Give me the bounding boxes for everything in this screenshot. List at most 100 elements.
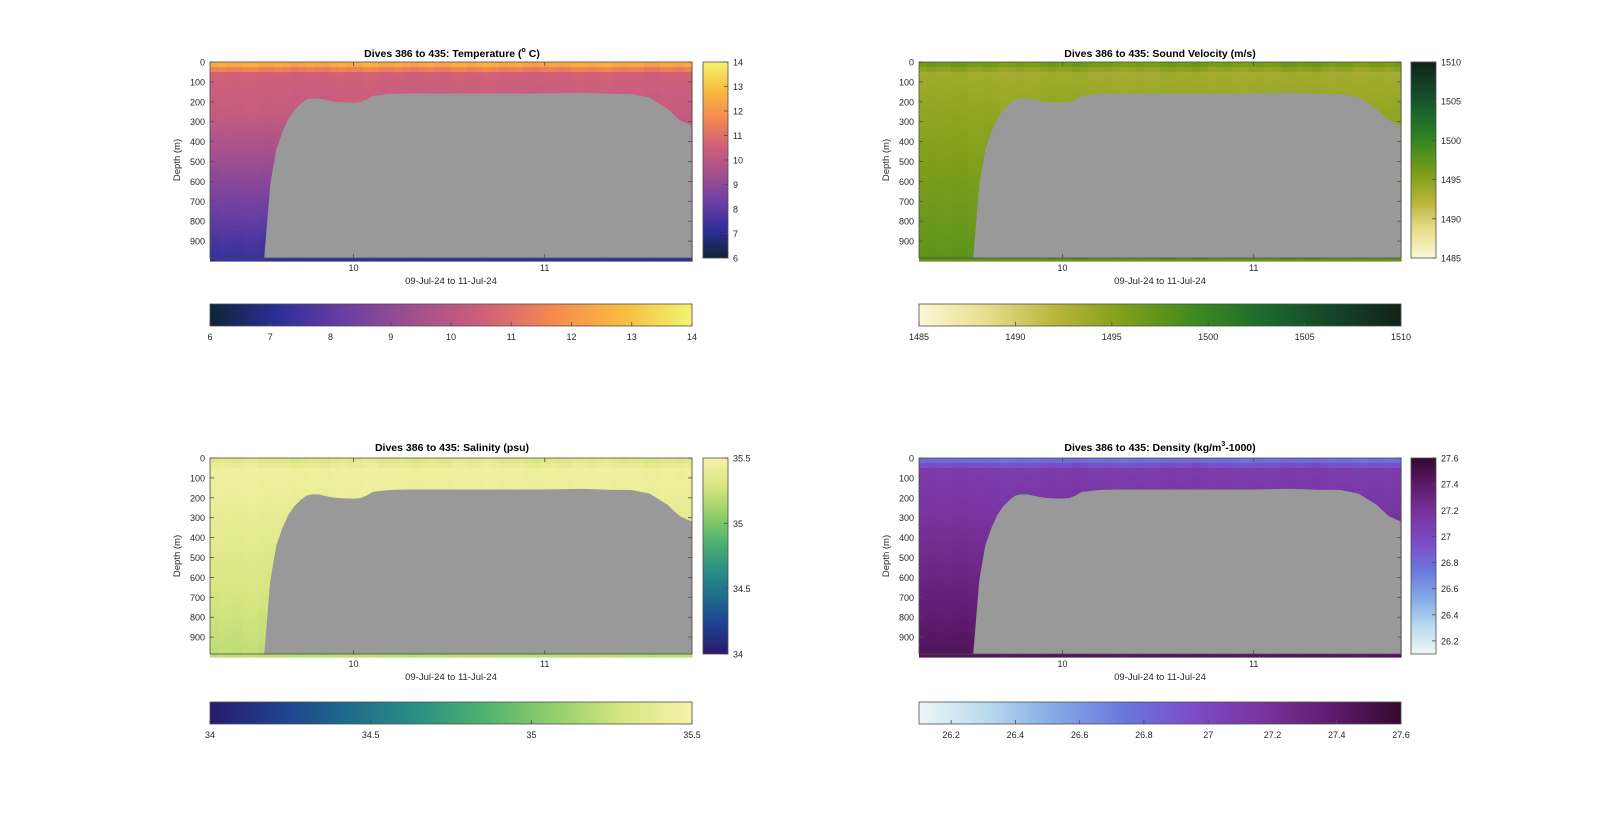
heatmap-cell xyxy=(1216,81,1225,88)
heatmap-cell xyxy=(242,106,251,113)
heatmap-cell xyxy=(927,91,936,98)
heatmap-cell xyxy=(595,76,605,83)
heatmap-cell xyxy=(507,86,516,93)
heatmap-cell xyxy=(442,66,452,73)
heatmap-cell xyxy=(1360,66,1370,73)
heatmap-cell xyxy=(226,211,235,217)
heatmap-cell xyxy=(258,146,267,153)
heatmap-cell xyxy=(218,136,227,143)
heatmap-cell xyxy=(579,66,589,73)
colorbar-tick-label: 10 xyxy=(733,156,743,166)
heatmap-cell xyxy=(967,146,976,153)
heatmap-cell xyxy=(959,71,968,78)
heatmap-cell xyxy=(927,226,936,232)
heatmap-cell xyxy=(959,256,968,262)
heatmap-cell xyxy=(234,131,243,138)
heatmap-cell xyxy=(242,251,251,257)
heatmap-cell xyxy=(266,116,275,123)
heatmap-cell xyxy=(1071,66,1081,73)
heatmap-cell xyxy=(338,91,348,98)
heatmap-cell xyxy=(274,116,283,123)
heatmap-cell xyxy=(330,91,340,98)
heatmap-cell xyxy=(975,71,984,78)
heatmap-cell xyxy=(210,522,219,529)
heatmap-cell xyxy=(266,71,275,78)
heatmap-cell xyxy=(322,66,332,73)
heatmap-cell xyxy=(619,71,629,78)
heatmap-cell xyxy=(274,91,283,98)
heatmap-cell xyxy=(1232,256,1241,262)
heatmap-cell xyxy=(330,66,340,73)
heatmap-cell xyxy=(434,256,444,262)
heatmap-cell xyxy=(1184,66,1193,73)
heatmap-cell xyxy=(210,76,219,83)
heatmap-cell xyxy=(1320,71,1330,78)
heatmap-cell xyxy=(234,211,243,217)
heatmap-cell xyxy=(1031,91,1041,98)
heatmap-cell xyxy=(210,582,219,588)
heatmap-cell xyxy=(250,246,259,252)
heatmap-cell xyxy=(1095,76,1105,83)
x-axis: 10 11 xyxy=(348,62,549,273)
colorbar-tick-label: 1510 xyxy=(1391,332,1411,342)
heatmap-cell xyxy=(250,176,259,182)
heatmap-cell xyxy=(218,91,227,98)
heatmap-cell xyxy=(975,166,984,173)
heatmap-cell xyxy=(378,86,388,93)
heatmap-cell xyxy=(210,166,219,173)
heatmap-cell xyxy=(226,141,235,148)
heatmap-cell xyxy=(919,62,928,68)
heatmap-cell xyxy=(951,211,960,217)
heatmap-cell xyxy=(250,96,259,103)
heatmap-cell xyxy=(659,96,669,103)
heatmap-cell xyxy=(951,151,960,158)
heatmap-cell xyxy=(659,86,669,93)
heatmap-cell xyxy=(1151,66,1161,73)
heatmap-cell xyxy=(378,66,388,73)
heatmap-cell xyxy=(258,71,267,78)
heatmap-cell xyxy=(1135,71,1145,78)
heatmap-cell xyxy=(959,171,968,178)
heatmap-cell xyxy=(627,86,637,93)
heatmap-cell xyxy=(935,161,944,168)
heatmap-cell xyxy=(927,96,936,103)
heatmap-cell xyxy=(226,62,235,68)
heatmap-cell xyxy=(935,126,944,133)
heatmap-cell xyxy=(651,91,661,98)
heatmap-cell xyxy=(1119,81,1129,88)
heatmap-cell xyxy=(959,62,968,68)
heatmap-cell xyxy=(951,81,960,88)
heatmap-cell xyxy=(282,86,291,93)
heatmap-cell xyxy=(210,502,219,509)
heatmap-cell xyxy=(1384,91,1394,98)
panel-temperature: Dives 386 to 435: Temperature (o C) 0100… xyxy=(172,47,743,342)
heatmap-cell xyxy=(210,467,219,474)
heatmap-cell xyxy=(1143,62,1153,68)
heatmap-cell xyxy=(210,572,219,578)
heatmap-cell xyxy=(1007,86,1016,93)
heatmap-cell xyxy=(242,206,251,212)
heatmap-cell xyxy=(587,86,597,93)
heatmap-cell xyxy=(234,176,243,182)
heatmap-cell xyxy=(943,166,952,173)
heatmap-cell xyxy=(967,211,976,217)
x-axis: 10 11 xyxy=(1057,62,1258,273)
heatmap-cell xyxy=(611,76,621,83)
heatmap-cell xyxy=(258,91,267,98)
heatmap-cell xyxy=(1256,62,1266,68)
heatmap-cell xyxy=(459,71,468,78)
heatmap-cell xyxy=(1376,66,1386,73)
heatmap-cell xyxy=(1208,81,1217,88)
heatmap-cell xyxy=(571,86,581,93)
heatmap-cell xyxy=(959,191,968,197)
heatmap-cell xyxy=(587,256,597,262)
heatmap-cell xyxy=(250,136,259,143)
x-tick-label: 11 xyxy=(1249,263,1258,273)
heatmap-cell xyxy=(983,126,992,133)
heatmap-cell xyxy=(218,66,227,73)
heatmap-cell xyxy=(967,226,976,232)
heatmap-cell xyxy=(1232,76,1241,83)
heatmap-cell xyxy=(975,66,984,73)
heatmap-cell xyxy=(1320,66,1330,73)
heatmap-cell xyxy=(210,156,219,163)
